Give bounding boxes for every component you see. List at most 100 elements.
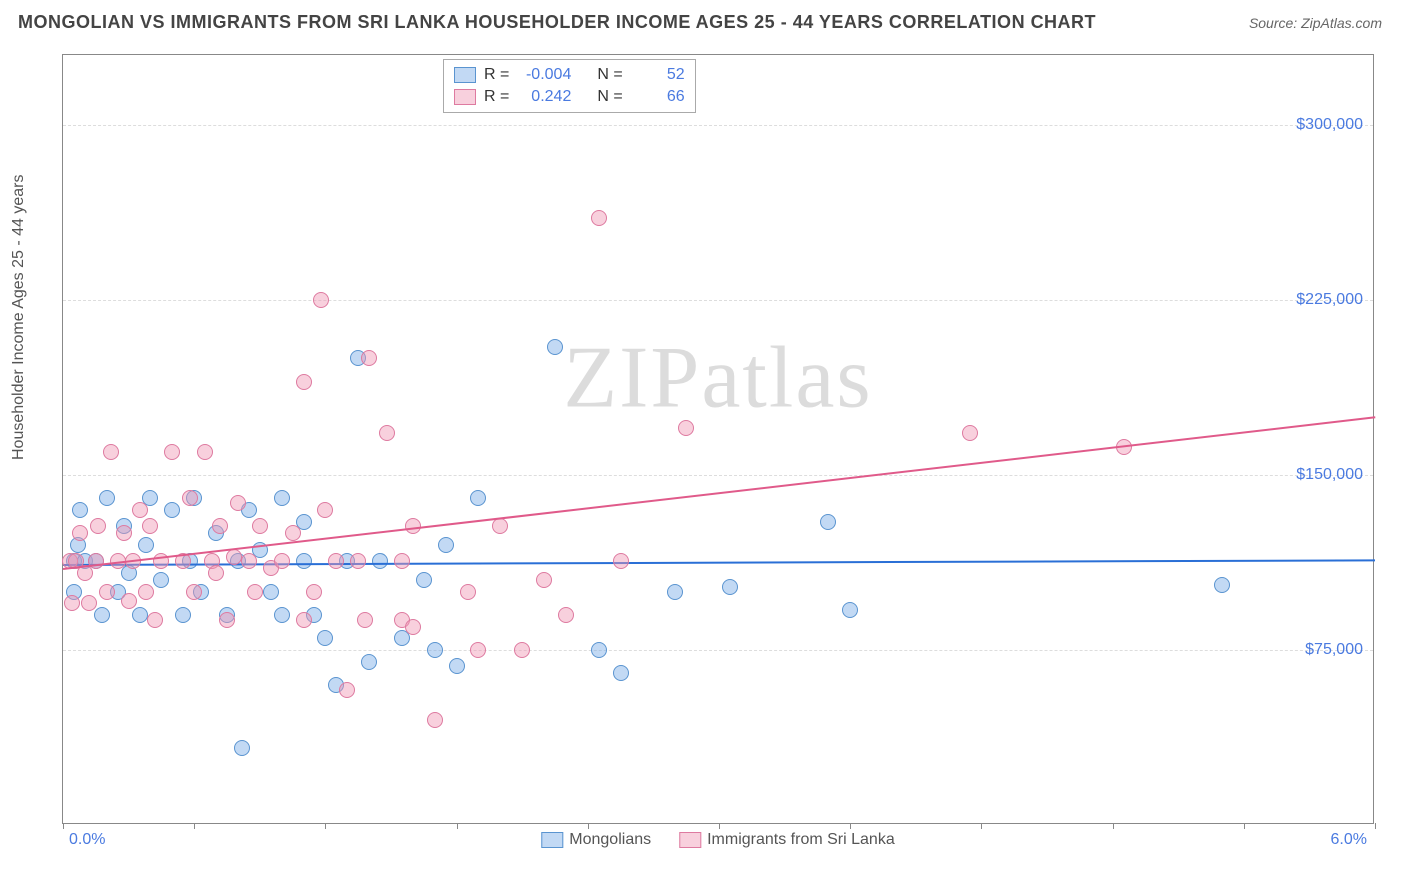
data-point bbox=[317, 502, 333, 518]
legend-swatch bbox=[541, 832, 563, 848]
data-point bbox=[72, 525, 88, 541]
legend-label: Mongolians bbox=[569, 831, 651, 849]
data-point bbox=[142, 518, 158, 534]
data-point bbox=[285, 525, 301, 541]
x-tick-mark bbox=[63, 823, 64, 829]
r-label: R = bbox=[484, 66, 509, 84]
data-point bbox=[962, 425, 978, 441]
data-point bbox=[1214, 577, 1230, 593]
legend-item: Immigrants from Sri Lanka bbox=[679, 831, 895, 849]
watermark: ZIPatlas bbox=[563, 327, 872, 428]
data-point bbox=[274, 553, 290, 569]
data-point bbox=[613, 553, 629, 569]
gridline bbox=[63, 650, 1373, 651]
data-point bbox=[186, 584, 202, 600]
data-point bbox=[492, 518, 508, 534]
data-point bbox=[147, 612, 163, 628]
bottom-legend: Mongolians Immigrants from Sri Lanka bbox=[541, 831, 894, 849]
gridline bbox=[63, 125, 1373, 126]
chart-title: MONGOLIAN VS IMMIGRANTS FROM SRI LANKA H… bbox=[18, 12, 1096, 33]
data-point bbox=[357, 612, 373, 628]
data-point bbox=[514, 642, 530, 658]
n-value: 52 bbox=[631, 66, 685, 84]
data-point bbox=[274, 490, 290, 506]
data-point bbox=[64, 595, 80, 611]
data-point bbox=[427, 712, 443, 728]
data-point bbox=[547, 339, 563, 355]
data-point bbox=[103, 444, 119, 460]
data-point bbox=[132, 607, 148, 623]
data-point bbox=[219, 612, 235, 628]
data-point bbox=[339, 682, 355, 698]
x-tick-mark bbox=[1244, 823, 1245, 829]
data-point bbox=[230, 495, 246, 511]
x-tick-mark bbox=[1113, 823, 1114, 829]
data-point bbox=[296, 612, 312, 628]
data-point bbox=[591, 642, 607, 658]
data-point bbox=[558, 607, 574, 623]
data-point bbox=[405, 619, 421, 635]
data-point bbox=[138, 537, 154, 553]
data-point bbox=[175, 607, 191, 623]
x-tick-mark bbox=[1375, 823, 1376, 829]
data-point bbox=[394, 553, 410, 569]
correlation-stats-box: R =-0.004N =52R =0.242N =66 bbox=[443, 59, 696, 113]
stats-row: R =-0.004N =52 bbox=[454, 64, 685, 86]
data-point bbox=[416, 572, 432, 588]
data-point bbox=[72, 502, 88, 518]
y-axis-label: Householder Income Ages 25 - 44 years bbox=[10, 175, 28, 461]
y-tick-label: $300,000 bbox=[1296, 116, 1363, 134]
x-axis-start-label: 0.0% bbox=[69, 831, 105, 849]
gridline bbox=[63, 475, 1373, 476]
y-tick-label: $75,000 bbox=[1305, 641, 1363, 659]
legend-item: Mongolians bbox=[541, 831, 651, 849]
data-point bbox=[296, 553, 312, 569]
data-point bbox=[460, 584, 476, 600]
data-point bbox=[226, 549, 242, 565]
legend-swatch bbox=[679, 832, 701, 848]
data-point bbox=[820, 514, 836, 530]
data-point bbox=[313, 292, 329, 308]
data-point bbox=[153, 572, 169, 588]
data-point bbox=[212, 518, 228, 534]
y-tick-label: $150,000 bbox=[1296, 466, 1363, 484]
data-point bbox=[470, 490, 486, 506]
data-point bbox=[197, 444, 213, 460]
x-tick-mark bbox=[325, 823, 326, 829]
data-point bbox=[94, 607, 110, 623]
data-point bbox=[234, 740, 250, 756]
data-point bbox=[116, 525, 132, 541]
data-point bbox=[252, 518, 268, 534]
legend-swatch bbox=[454, 89, 476, 105]
legend-swatch bbox=[454, 67, 476, 83]
n-value: 66 bbox=[631, 88, 685, 106]
data-point bbox=[306, 584, 322, 600]
data-point bbox=[81, 595, 97, 611]
data-point bbox=[722, 579, 738, 595]
data-point bbox=[591, 210, 607, 226]
data-point bbox=[241, 553, 257, 569]
data-point bbox=[138, 584, 154, 600]
data-point bbox=[372, 553, 388, 569]
x-tick-mark bbox=[194, 823, 195, 829]
data-point bbox=[99, 490, 115, 506]
data-point bbox=[208, 565, 224, 581]
data-point bbox=[361, 654, 377, 670]
data-point bbox=[842, 602, 858, 618]
data-point bbox=[449, 658, 465, 674]
data-point bbox=[678, 420, 694, 436]
gridline bbox=[63, 300, 1373, 301]
data-point bbox=[164, 502, 180, 518]
x-tick-mark bbox=[457, 823, 458, 829]
trend-line bbox=[63, 417, 1375, 571]
data-point bbox=[328, 553, 344, 569]
data-point bbox=[361, 350, 377, 366]
r-value: -0.004 bbox=[517, 66, 571, 84]
x-tick-mark bbox=[719, 823, 720, 829]
data-point bbox=[90, 518, 106, 534]
n-label: N = bbox=[597, 88, 622, 106]
x-tick-mark bbox=[981, 823, 982, 829]
data-point bbox=[379, 425, 395, 441]
data-point bbox=[536, 572, 552, 588]
r-value: 0.242 bbox=[517, 88, 571, 106]
